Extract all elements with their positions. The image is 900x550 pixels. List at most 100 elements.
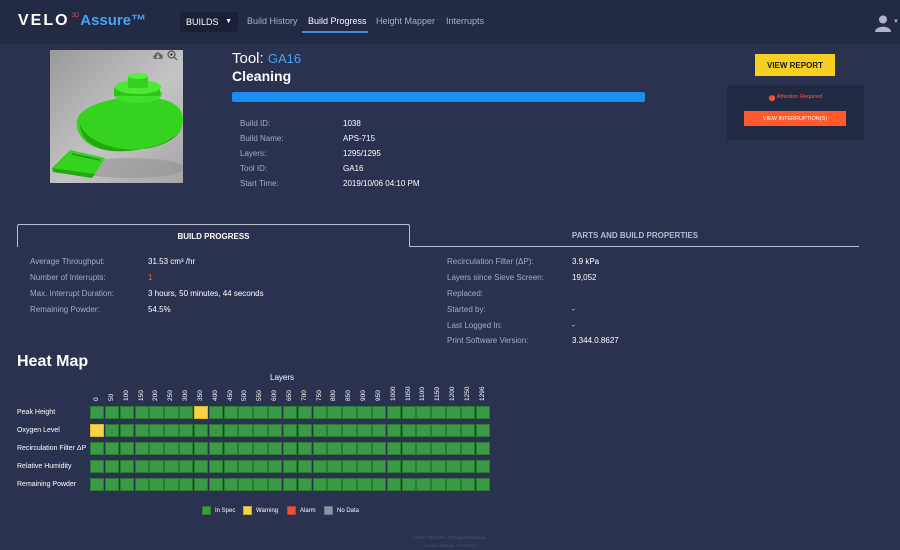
- heatmap-cell-in-spec[interactable]: [475, 442, 491, 455]
- heatmap-cell-in-spec[interactable]: [327, 406, 342, 419]
- heatmap-cell-in-spec[interactable]: [104, 442, 120, 455]
- heatmap-cell-in-spec[interactable]: [149, 424, 164, 437]
- heatmap-cell-in-spec[interactable]: [327, 424, 342, 437]
- heatmap-cell-in-spec[interactable]: [104, 478, 120, 491]
- heatmap-cell-in-spec[interactable]: [149, 406, 164, 419]
- heatmap-cell-in-spec[interactable]: [431, 406, 446, 419]
- heatmap-cell-in-spec[interactable]: [312, 442, 327, 455]
- velo-logo[interactable]: VELO 3D Assure™: [18, 12, 146, 30]
- heatmap-cell-in-spec[interactable]: [371, 406, 387, 419]
- heatmap-cell-in-spec[interactable]: [268, 478, 283, 491]
- heatmap-cell-in-spec[interactable]: [268, 460, 283, 473]
- heatmap-cell-in-spec[interactable]: [416, 406, 431, 419]
- heatmap-cell-in-spec[interactable]: [119, 478, 135, 491]
- heatmap-cell-in-spec[interactable]: [312, 406, 327, 419]
- heatmap-cell-in-spec[interactable]: [431, 478, 446, 491]
- heatmap-cell-in-spec[interactable]: [461, 460, 476, 473]
- heatmap-cell-in-spec[interactable]: [119, 442, 135, 455]
- heatmap-cell-in-spec[interactable]: [238, 460, 253, 473]
- heatmap-cell-in-spec[interactable]: [371, 460, 387, 473]
- heatmap-cell-in-spec[interactable]: [371, 478, 387, 491]
- view-report-button[interactable]: VIEW REPORT: [755, 54, 835, 76]
- heatmap-cell-in-spec[interactable]: [446, 478, 461, 491]
- heatmap-cell-in-spec[interactable]: [342, 406, 357, 419]
- heatmap-cell-warning[interactable]: [193, 406, 209, 419]
- heatmap-cell-in-spec[interactable]: [104, 424, 120, 437]
- heatmap-cell-in-spec[interactable]: [431, 424, 446, 437]
- heatmap-cell-in-spec[interactable]: [401, 406, 417, 419]
- heatmap-cell-in-spec[interactable]: [475, 406, 491, 419]
- heatmap-cell-in-spec[interactable]: [193, 424, 209, 437]
- heatmap-cell-in-spec[interactable]: [297, 406, 313, 419]
- heatmap-cell-in-spec[interactable]: [327, 442, 342, 455]
- heatmap-cell-in-spec[interactable]: [297, 442, 313, 455]
- heatmap-cell-in-spec[interactable]: [357, 406, 372, 419]
- user-icon[interactable]: [874, 14, 892, 32]
- nav-build-history[interactable]: Build History: [247, 16, 298, 26]
- heatmap-cell-in-spec[interactable]: [297, 460, 313, 473]
- heatmap-cell-in-spec[interactable]: [134, 478, 149, 491]
- heatmap-cell-in-spec[interactable]: [208, 460, 224, 473]
- heatmap-cell-in-spec[interactable]: [416, 460, 431, 473]
- heatmap-cell-in-spec[interactable]: [282, 460, 298, 473]
- heatmap-cell-in-spec[interactable]: [446, 406, 461, 419]
- heatmap-cell-in-spec[interactable]: [119, 424, 135, 437]
- heatmap-cell-in-spec[interactable]: [357, 442, 372, 455]
- interrupt-count[interactable]: 1: [148, 273, 153, 282]
- nav-interrupts[interactable]: Interrupts: [446, 16, 485, 26]
- heatmap-cell-warning[interactable]: [90, 424, 105, 437]
- heatmap-cell-in-spec[interactable]: [312, 424, 327, 437]
- heatmap-cell-in-spec[interactable]: [134, 424, 149, 437]
- heatmap-cell-in-spec[interactable]: [268, 442, 283, 455]
- heatmap-cell-in-spec[interactable]: [416, 478, 431, 491]
- heatmap-cell-in-spec[interactable]: [164, 478, 179, 491]
- heatmap-cell-in-spec[interactable]: [193, 460, 209, 473]
- heatmap-cell-in-spec[interactable]: [342, 478, 357, 491]
- heatmap-cell-in-spec[interactable]: [223, 406, 238, 419]
- view-interruptions-button[interactable]: VIEW INTERRUPTION(S): [744, 111, 846, 126]
- heatmap-cell-in-spec[interactable]: [401, 478, 417, 491]
- heatmap-cell-in-spec[interactable]: [475, 478, 491, 491]
- heatmap-cell-in-spec[interactable]: [90, 478, 105, 491]
- heatmap-cell-in-spec[interactable]: [431, 460, 446, 473]
- heatmap-cell-in-spec[interactable]: [282, 424, 298, 437]
- heatmap-cell-in-spec[interactable]: [371, 442, 387, 455]
- cloud-download-icon[interactable]: [152, 50, 164, 60]
- heatmap-cell-in-spec[interactable]: [475, 424, 491, 437]
- heatmap-cell-in-spec[interactable]: [164, 460, 179, 473]
- heatmap-cell-in-spec[interactable]: [90, 406, 105, 419]
- heatmap-cell-in-spec[interactable]: [282, 442, 298, 455]
- heatmap-cell-in-spec[interactable]: [386, 424, 402, 437]
- heatmap-cell-in-spec[interactable]: [208, 424, 224, 437]
- heatmap-cell-in-spec[interactable]: [342, 424, 357, 437]
- heatmap-cell-in-spec[interactable]: [223, 460, 238, 473]
- heatmap-cell-in-spec[interactable]: [461, 442, 476, 455]
- heatmap-cell-in-spec[interactable]: [208, 442, 224, 455]
- heatmap-cell-in-spec[interactable]: [431, 442, 446, 455]
- heatmap-cell-in-spec[interactable]: [119, 406, 135, 419]
- heatmap-cell-in-spec[interactable]: [193, 442, 209, 455]
- heatmap-cell-in-spec[interactable]: [179, 424, 194, 437]
- heatmap-cell-in-spec[interactable]: [134, 460, 149, 473]
- heatmap-cell-in-spec[interactable]: [357, 424, 372, 437]
- heatmap-cell-in-spec[interactable]: [386, 406, 402, 419]
- heatmap-cell-in-spec[interactable]: [253, 406, 268, 419]
- heatmap-cell-in-spec[interactable]: [253, 478, 268, 491]
- heatmap-cell-in-spec[interactable]: [223, 442, 238, 455]
- heatmap-cell-in-spec[interactable]: [446, 424, 461, 437]
- heatmap-cell-in-spec[interactable]: [475, 460, 491, 473]
- heatmap-cell-in-spec[interactable]: [386, 442, 402, 455]
- heatmap-cell-in-spec[interactable]: [327, 460, 342, 473]
- heatmap-cell-in-spec[interactable]: [253, 460, 268, 473]
- heatmap-cell-in-spec[interactable]: [461, 478, 476, 491]
- heatmap-cell-in-spec[interactable]: [90, 442, 105, 455]
- heatmap-cell-in-spec[interactable]: [446, 460, 461, 473]
- heatmap-cell-in-spec[interactable]: [416, 442, 431, 455]
- heatmap-cell-in-spec[interactable]: [386, 478, 402, 491]
- heatmap-cell-in-spec[interactable]: [90, 460, 105, 473]
- heatmap-cell-in-spec[interactable]: [134, 406, 149, 419]
- heatmap-cell-in-spec[interactable]: [223, 478, 238, 491]
- heatmap-cell-in-spec[interactable]: [164, 424, 179, 437]
- heatmap-cell-in-spec[interactable]: [179, 478, 194, 491]
- heatmap-cell-in-spec[interactable]: [193, 478, 209, 491]
